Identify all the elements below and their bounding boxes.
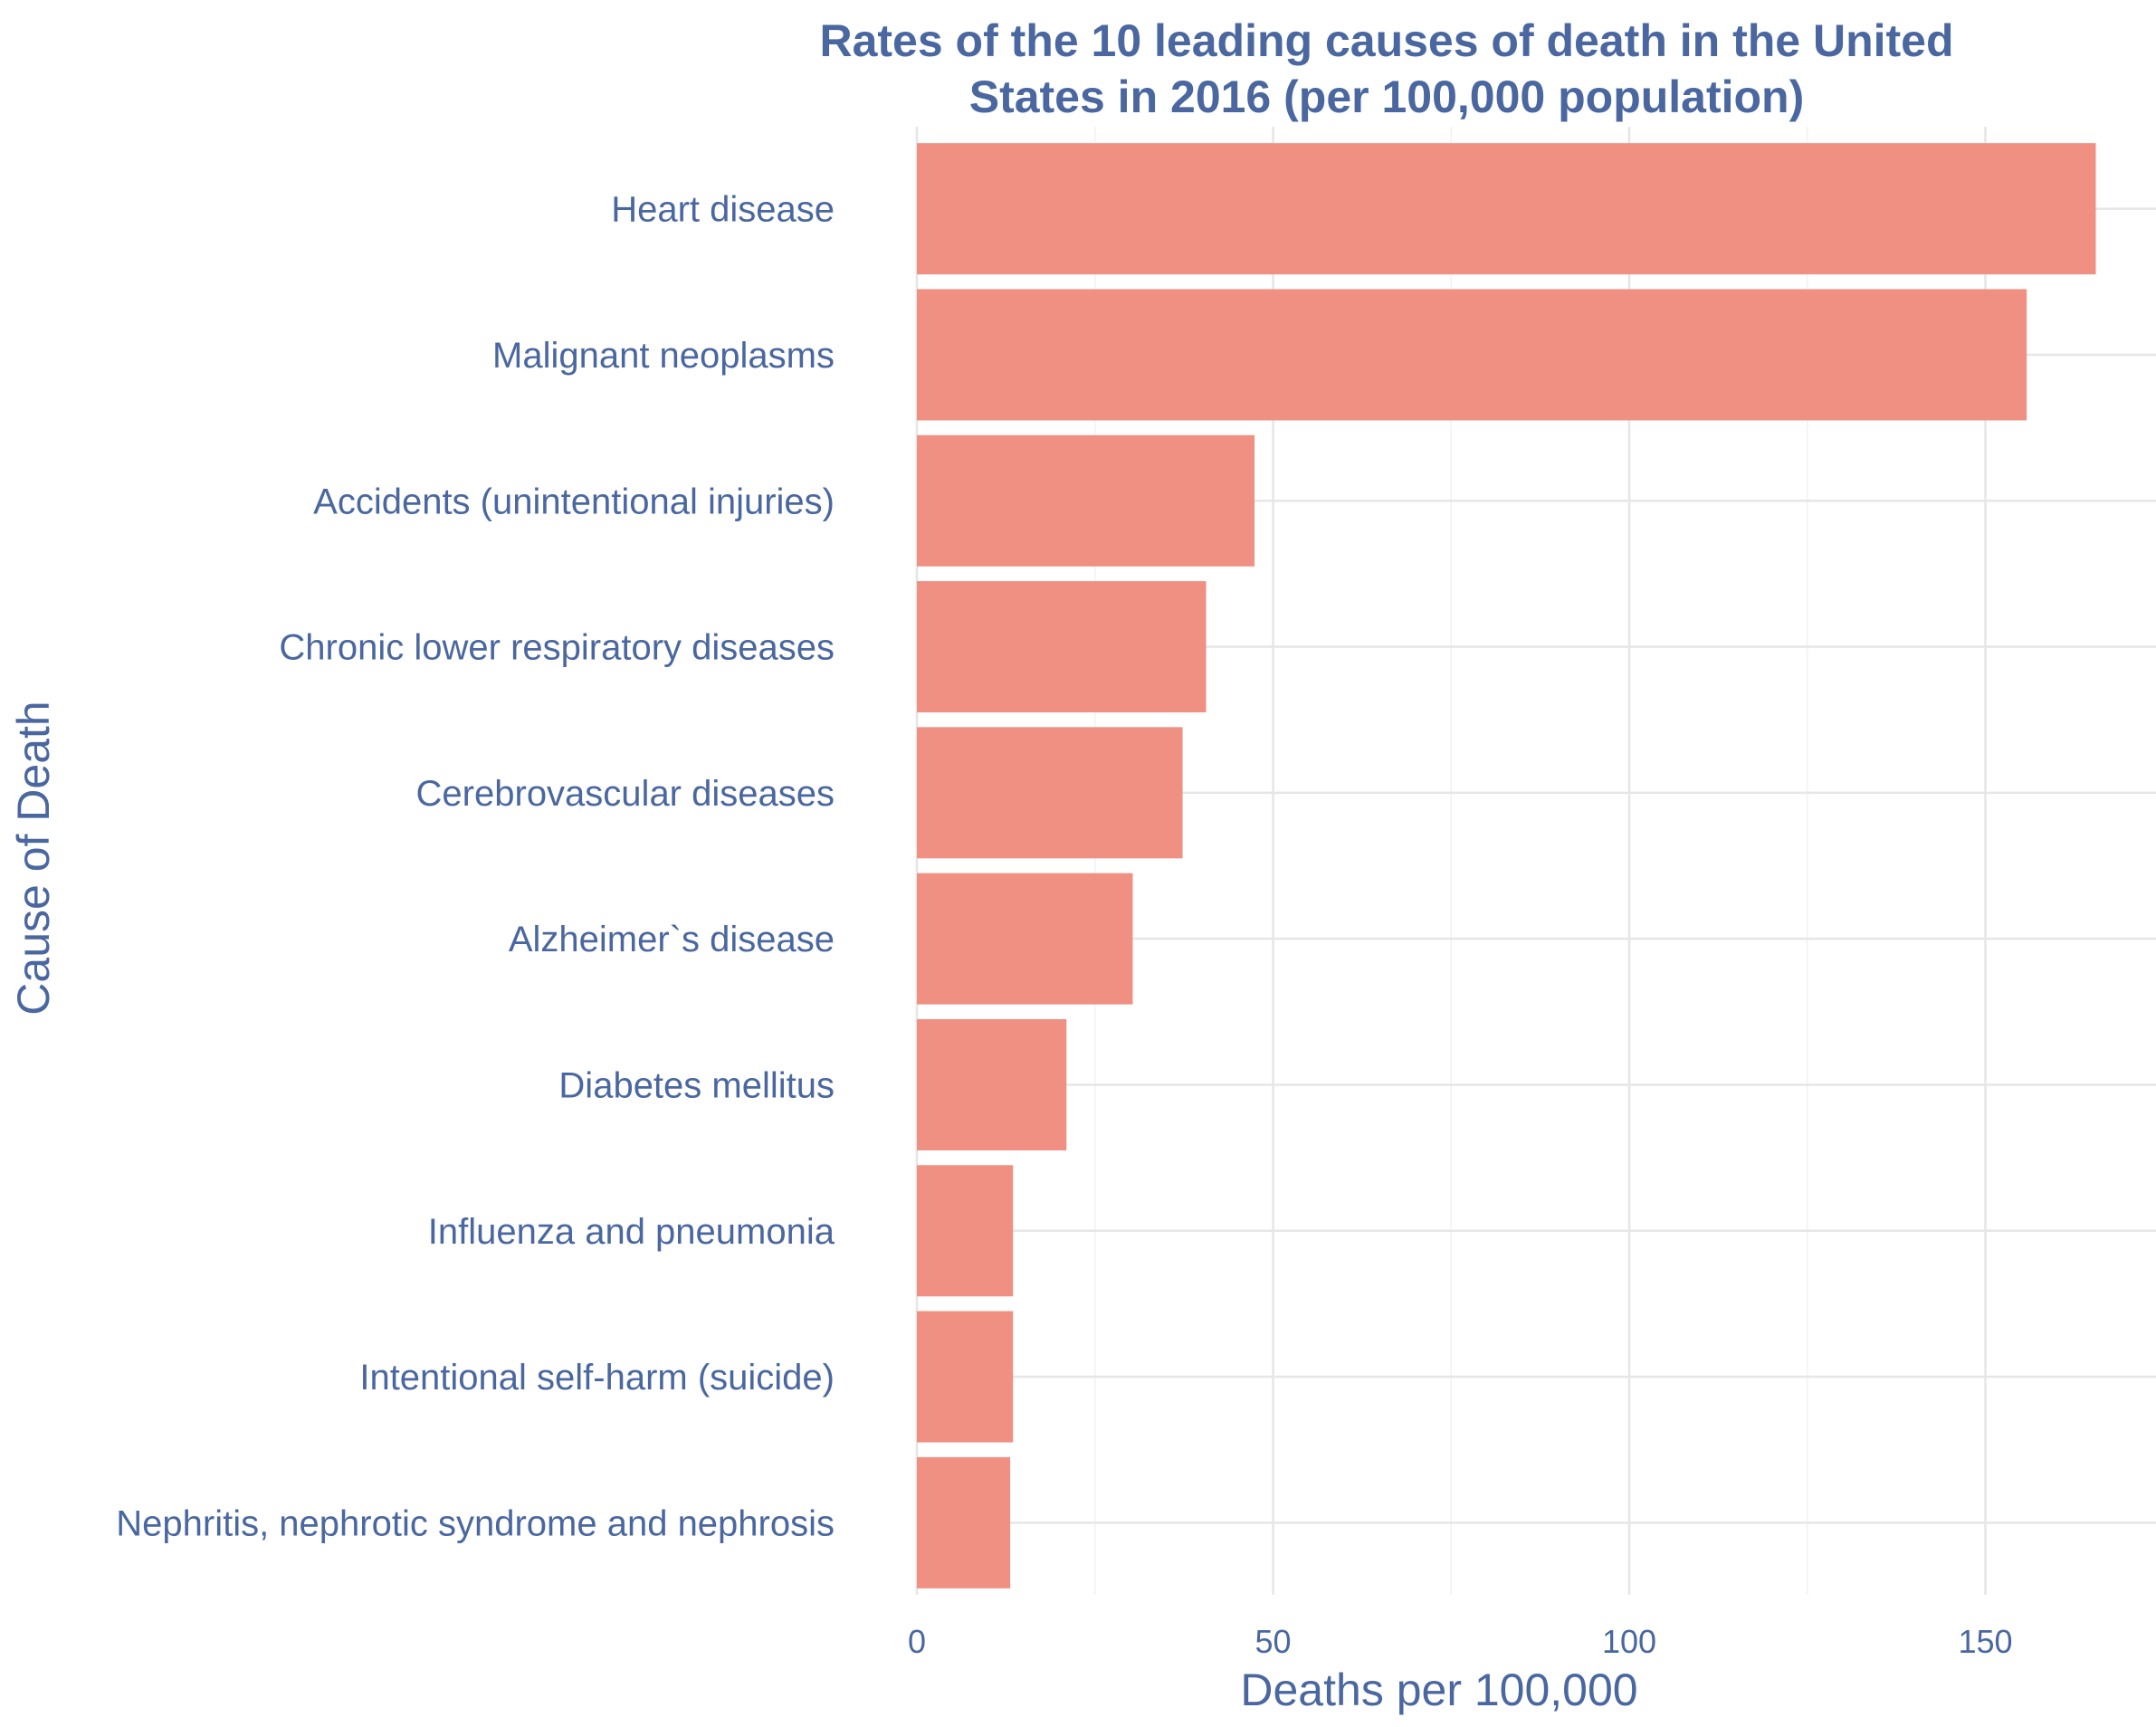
bar [917, 1311, 1014, 1443]
bar [917, 434, 1255, 567]
bar [917, 289, 2027, 421]
x-tick-label: 100 [1602, 1623, 1656, 1660]
bar [917, 873, 1133, 1005]
category-label: Chronic lower respiratory diseases [279, 628, 835, 668]
y-axis-title: Cause of Death [8, 701, 59, 1015]
x-tick-labels: 0 50 100 150 [908, 1623, 2013, 1660]
x-tick-label: 150 [1958, 1623, 2012, 1660]
bar [917, 1018, 1067, 1150]
category-label: Alzheimer`s disease [509, 920, 835, 959]
bar [917, 1165, 1014, 1297]
category-label: Diabetes mellitus [558, 1065, 835, 1105]
chart-title-line-2: States in 2016 (per 100,000 population) [969, 72, 1805, 122]
category-label: Cerebrovascular diseases [416, 774, 835, 814]
bar [917, 727, 1183, 859]
bar [917, 581, 1207, 713]
category-label: Influenza and pneumonia [428, 1212, 835, 1252]
category-labels: Heart disease Malignant neoplasms Accident… [116, 190, 835, 1544]
chart-title-line-1: Rates of the 10 leading causes of death … [819, 15, 1953, 66]
x-tick-label: 0 [908, 1623, 926, 1660]
bars [917, 143, 2096, 1589]
category-label: Intentional self-harm (suicide) [359, 1358, 835, 1398]
x-tick-label: 50 [1254, 1623, 1291, 1660]
category-label: Malignant neoplasms [492, 336, 835, 376]
category-label: Nephritis, nephrotic syndrome and nephro… [116, 1503, 835, 1543]
category-label: Accidents (unintentional injuries) [313, 482, 835, 521]
x-axis-title: Deaths per 100,000 [1240, 1665, 1637, 1715]
bar [917, 143, 2096, 275]
bar [917, 1456, 1011, 1589]
category-label: Heart disease [611, 190, 835, 230]
